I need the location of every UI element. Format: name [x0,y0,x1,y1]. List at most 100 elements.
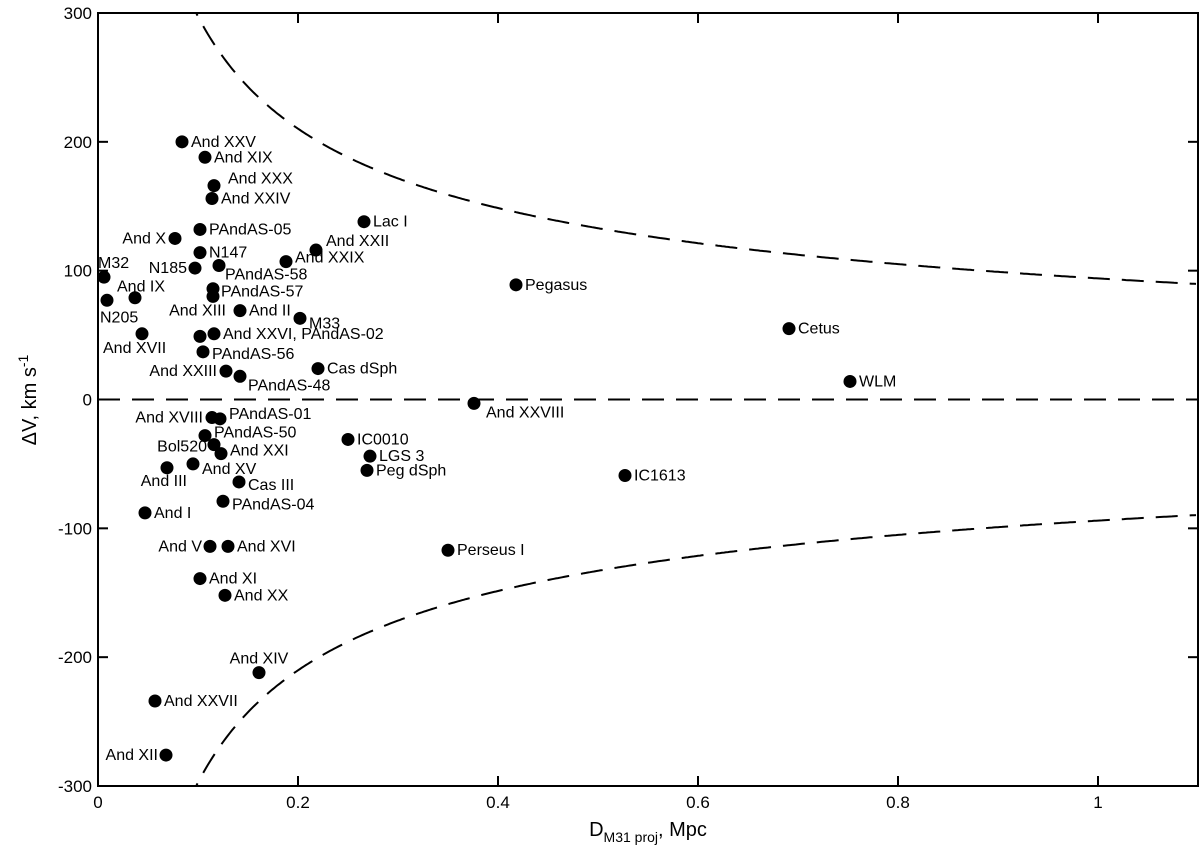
data-point [193,222,207,236]
data-point [311,362,325,376]
data-point [207,438,221,452]
point-label: And X [122,230,166,247]
point-label: And XVIII [135,410,203,427]
data-point [212,259,226,273]
data-point [160,461,174,475]
y-tick-label: -300 [58,777,92,796]
data-point [221,539,235,553]
point-label: N185 [149,260,187,277]
point-label: WLM [859,373,896,390]
point-label: And XII [106,747,158,764]
data-point [148,694,162,708]
point-label: PAndAS-04 [232,496,315,513]
point-label: And II [249,303,291,320]
data-point [198,429,212,443]
point-label: And XXIX [295,250,365,267]
lower-escape-curve [195,514,1197,786]
data-point [203,539,217,553]
point-label: IC1613 [634,468,686,485]
point-label: And XXI [230,443,289,460]
data-point [206,289,220,303]
data-point [198,150,212,164]
data-point [218,588,232,602]
point-label: PAndAS-01 [229,406,312,423]
point-label: And XVII [103,340,166,357]
x-tick-label: 0.8 [886,793,910,812]
point-label: PAndAS-50 [214,425,297,442]
point-label: Bol520 [157,439,207,456]
x-tick-label: 0.4 [486,793,510,812]
data-point [207,179,221,193]
data-point [618,469,632,483]
x-tick-label: 0.6 [686,793,710,812]
point-label: And V [158,538,202,555]
data-point [213,412,227,426]
y-axis-label: ΔV, km s-1 [15,354,41,445]
data-point [252,666,266,680]
data-point [97,270,111,284]
point-label: And IX [117,279,165,296]
upper-escape-curve [195,13,1197,285]
point-label: PAndAS-05 [209,221,292,238]
point-label: N205 [100,309,138,326]
data-point [441,543,455,557]
point-label: PAndAS-48 [248,377,331,394]
data-point [138,506,152,520]
data-point [188,261,202,275]
x-tick-label: 1 [1093,793,1102,812]
point-label: And III [141,473,187,490]
data-point [193,572,207,586]
point-label: Cetus [798,321,840,338]
point-label: PAndAS-56 [212,346,295,363]
data-point [159,748,173,762]
data-point [360,463,374,477]
data-point [219,364,233,378]
point-label: Peg dSph [376,462,446,479]
point-label: And XX [234,587,289,604]
point-label: Cas dSph [327,361,397,378]
point-label: And XI [209,571,257,588]
y-tick-label: -100 [58,519,92,538]
data-point [100,293,114,307]
data-point [193,246,207,260]
data-point [193,329,207,343]
point-label: Lac I [373,214,408,231]
point-label: Perseus I [457,542,525,559]
point-label: IC0010 [357,431,409,448]
point-label: And I [154,505,191,522]
point-label: And XIX [214,149,273,166]
x-axis-label: DM31 proj, Mpc [589,819,707,845]
point-label: And XXV [191,134,256,151]
y-tick-label: 200 [64,133,92,152]
point-label: And XXVIII [486,404,564,421]
y-tick-label: 300 [64,4,92,23]
data-point [207,327,221,341]
point-label: And XXVI, PAndAS-02 [223,326,384,343]
data-point [363,449,377,463]
data-point [467,396,481,410]
data-point [175,135,189,149]
data-point [216,494,230,508]
data-point [128,291,142,305]
point-label: And XV [202,461,257,478]
point-label: And XXIV [221,191,291,208]
point-label: LGS 3 [379,448,424,465]
data-point [843,374,857,388]
data-point [233,369,247,383]
data-point [293,311,307,325]
data-point [205,192,219,206]
point-label: And XXIII [149,363,217,380]
point-label: And XIII [169,302,226,319]
point-label: Cas III [248,477,294,494]
data-point [782,322,796,336]
y-tick-label: 0 [83,391,92,410]
data-point [341,432,355,446]
data-point [196,345,210,359]
x-tick-label: 0 [93,793,102,812]
data-point [309,243,323,257]
point-label: PAndAS-58 [225,267,308,284]
point-label: And XXX [228,171,293,188]
data-point [186,457,200,471]
point-label: And XXVII [164,693,238,710]
point-label: M33 [309,315,340,332]
